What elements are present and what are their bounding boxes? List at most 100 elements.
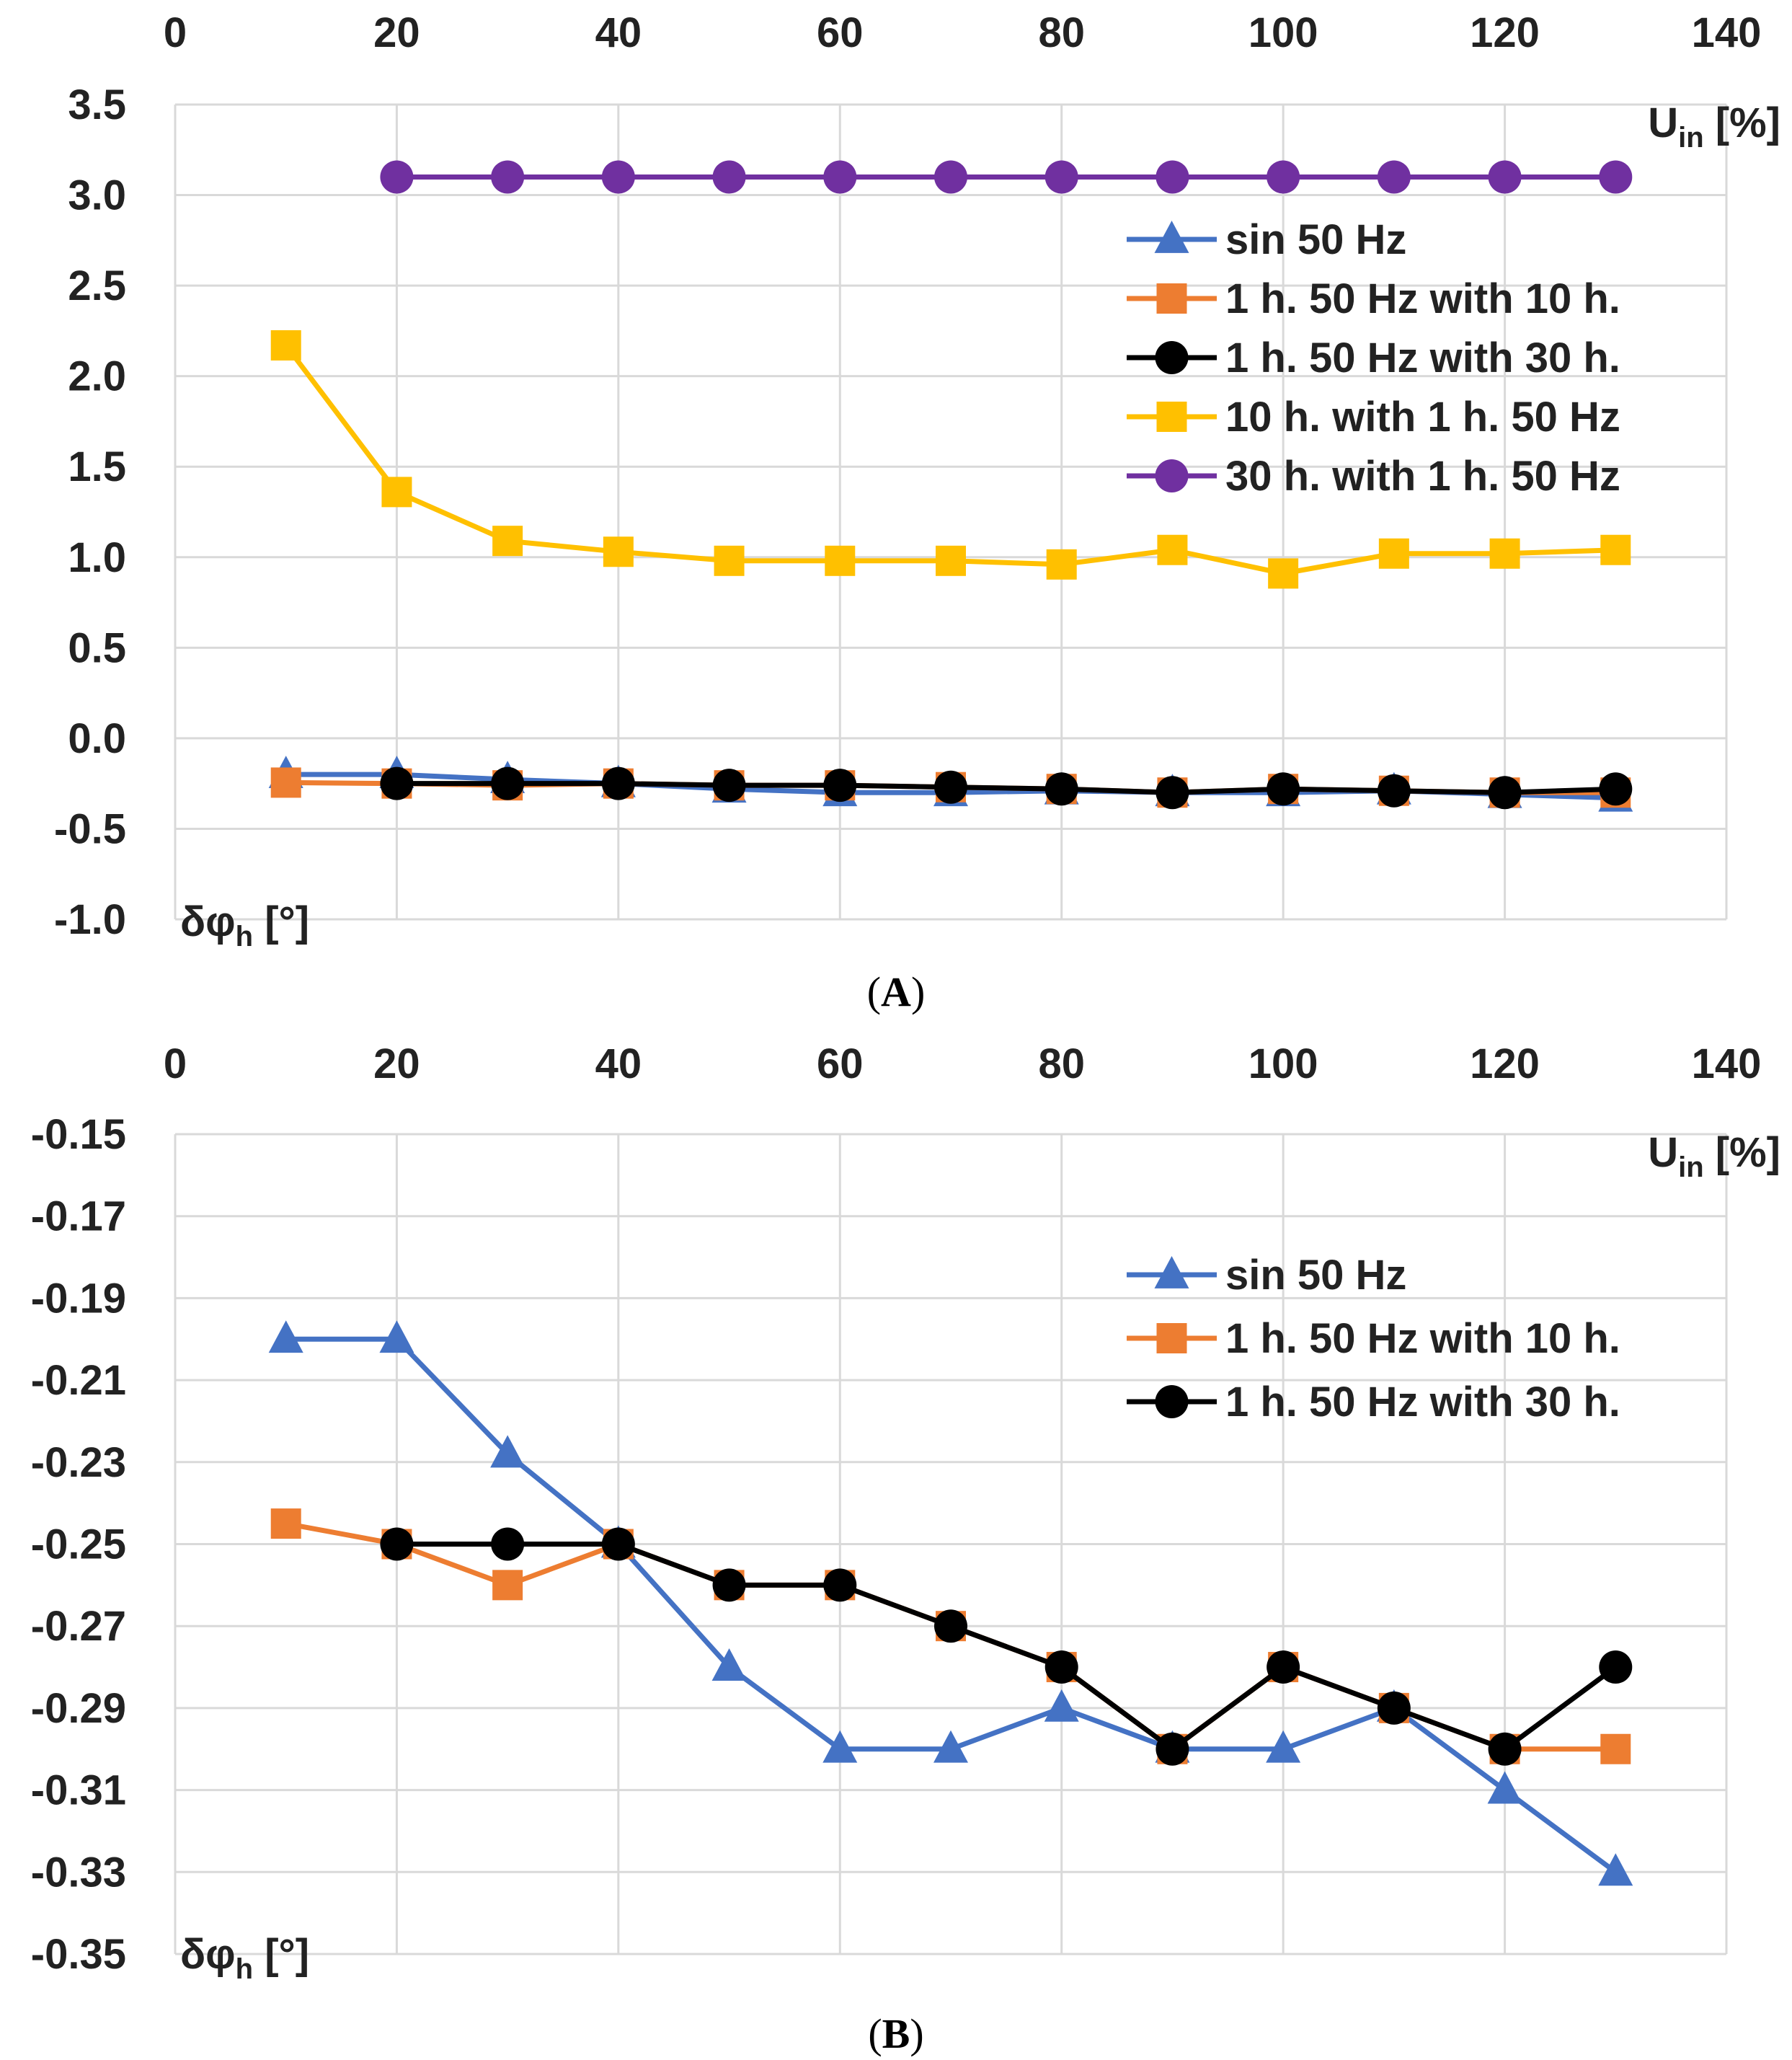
data-point	[1156, 1732, 1189, 1766]
data-point	[601, 766, 635, 800]
data-point	[1378, 538, 1409, 569]
y-tick-label: 0.5	[68, 624, 126, 671]
data-point	[1487, 1771, 1522, 1804]
data-point	[934, 160, 967, 194]
data-point	[601, 160, 635, 194]
y-tick-label: 1.5	[68, 443, 126, 490]
series-line	[396, 781, 1616, 795]
data-point	[936, 545, 966, 576]
x-tick-label: 100	[1248, 9, 1318, 56]
x-tick-label: 100	[1248, 1040, 1318, 1087]
data-point	[1044, 160, 1078, 194]
legend-label: sin 50 Hz	[1225, 1252, 1406, 1299]
legend-entry: 1 h. 50 Hz with 30 h.	[1127, 1379, 1620, 1425]
data-point	[601, 1527, 635, 1561]
data-point	[933, 1730, 968, 1763]
legend-marker	[1155, 459, 1189, 492]
data-point	[380, 160, 414, 194]
legend-entry: 30 h. with 1 h. 50 Hz	[1127, 453, 1620, 500]
y-axis-label: δφh [°]	[180, 1931, 309, 1985]
data-point	[823, 160, 857, 194]
y-tick-label: -0.35	[31, 1931, 126, 1978]
data-point	[934, 770, 967, 804]
x-tick-label: 120	[1470, 9, 1540, 56]
data-point	[1600, 534, 1631, 565]
y-tick-label: -0.31	[31, 1767, 126, 1814]
data-point	[1488, 1732, 1522, 1766]
y-axis-label: δφh [°]	[180, 898, 309, 952]
x-tick-label: 0	[164, 1040, 187, 1087]
series-30-h-with-1-h-50-hz	[380, 160, 1633, 194]
x-tick-label: 60	[817, 9, 864, 56]
data-point	[603, 536, 634, 567]
data-point	[825, 545, 856, 576]
y-tick-label: 2.0	[68, 353, 126, 400]
x-axis-label: Uin [%]	[1648, 1129, 1780, 1183]
data-point	[712, 1568, 746, 1602]
data-point	[492, 526, 523, 557]
data-point	[1267, 160, 1300, 194]
legend-marker	[1154, 1255, 1189, 1288]
data-point	[491, 766, 525, 800]
y-tick-label: -0.25	[31, 1521, 126, 1568]
legend-label: 30 h. with 1 h. 50 Hz	[1225, 453, 1620, 500]
legend-marker	[1156, 283, 1187, 314]
data-point	[1267, 772, 1300, 806]
data-point	[1044, 1689, 1079, 1722]
y-tick-label: 3.5	[68, 81, 126, 128]
data-point	[492, 1570, 523, 1601]
data-point	[380, 1527, 414, 1561]
data-point	[1488, 160, 1522, 194]
data-point	[381, 477, 412, 508]
legend-label: 1 h. 50 Hz with 10 h.	[1225, 1315, 1620, 1362]
chart-a: -1.0 -0.5 0.0 0.5 1.0 1.5 2.0 2.5 3.0 3.5 0 20 40 60 8…	[54, 9, 1780, 1015]
x-tick-label: 140	[1692, 9, 1762, 56]
x-tick-label: 80	[1038, 1040, 1085, 1087]
data-point	[491, 160, 525, 194]
y-tick-label: -0.17	[31, 1193, 126, 1240]
legend-label: sin 50 Hz	[1225, 216, 1406, 263]
x-tick-label: 40	[595, 9, 642, 56]
y-tick-label: 2.5	[68, 262, 126, 309]
data-point	[1600, 1733, 1631, 1764]
legend-marker	[1155, 341, 1189, 374]
legend-entry: sin 50 Hz	[1127, 1252, 1406, 1299]
legend-marker	[1156, 402, 1187, 432]
legend-label: 10 h. with 1 h. 50 Hz	[1225, 394, 1620, 441]
data-point	[1489, 538, 1520, 569]
data-point	[712, 769, 746, 803]
panel-caption: (B)	[868, 2010, 923, 2057]
data-point	[270, 1508, 301, 1539]
data-point	[380, 766, 414, 800]
y-tick-label: 3.0	[68, 172, 126, 219]
legend-label: 1 h. 50 Hz with 30 h.	[1225, 1379, 1620, 1425]
y-tick-label: 1.0	[68, 534, 126, 581]
x-tick-label: 20	[373, 9, 420, 56]
chart-b: -0.35 -0.33 -0.31 -0.29 -0.27 -0.25 -0.23 -0.21…	[31, 1040, 1780, 2057]
data-point	[1157, 534, 1188, 565]
x-tick-label: 0	[164, 9, 187, 56]
x-tick-label: 60	[817, 1040, 864, 1087]
data-point	[490, 1435, 525, 1468]
data-point	[1377, 160, 1411, 194]
y-tick-label: -0.29	[31, 1685, 126, 1732]
x-tick-label: 140	[1692, 1040, 1762, 1087]
data-point	[1156, 776, 1189, 810]
data-point	[1488, 776, 1522, 810]
y-tick-label: -0.5	[54, 805, 126, 852]
data-point	[270, 330, 301, 361]
legend: sin 50 Hz 1 h. 50 Hz with 10 h. 1 h. 50 Hz…	[1127, 1252, 1620, 1425]
data-point	[1598, 1853, 1633, 1886]
panel-caption: (A)	[867, 968, 926, 1015]
legend-marker	[1156, 1323, 1187, 1353]
x-tick-label: 20	[373, 1040, 420, 1087]
data-point	[1268, 558, 1299, 589]
legend-label: 1 h. 50 Hz with 30 h.	[1225, 335, 1620, 381]
data-point	[934, 1609, 967, 1643]
y-tick-label: -0.19	[31, 1275, 126, 1322]
data-point	[823, 769, 857, 803]
y-tick-label: -0.21	[31, 1357, 126, 1404]
data-point	[822, 1730, 858, 1763]
x-tick-label: 120	[1470, 1040, 1540, 1087]
data-point	[1599, 1650, 1633, 1684]
